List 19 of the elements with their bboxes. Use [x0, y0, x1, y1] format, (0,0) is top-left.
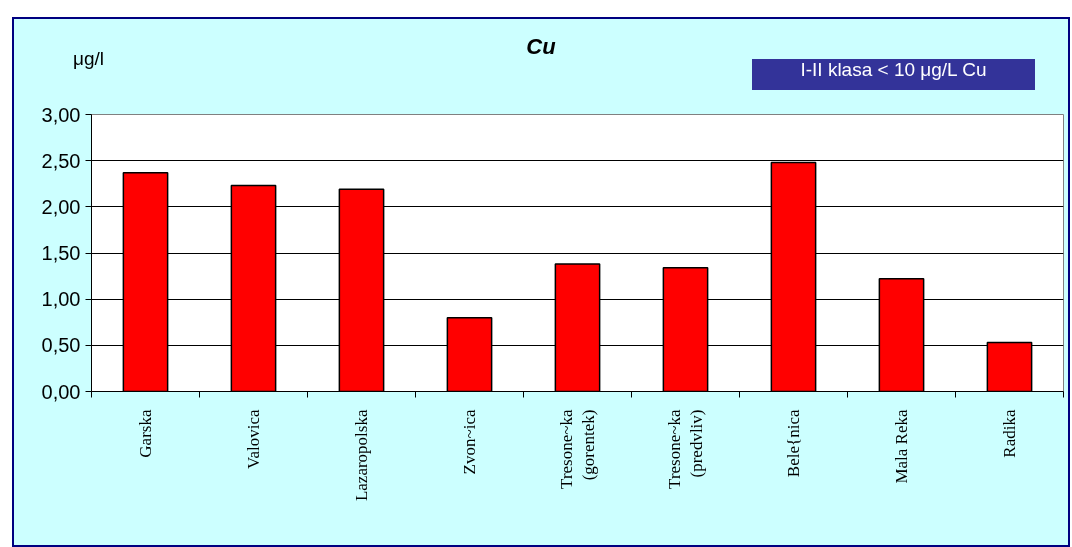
- y-tick-label: 0,50: [41, 334, 81, 357]
- x-tick-label: Valovica: [244, 409, 263, 469]
- text: I-II klasa < 10 μg/L Cu: [752, 59, 1035, 90]
- y-tick-label: 2,00: [41, 195, 81, 218]
- y-tick-label: 0,00: [41, 380, 81, 403]
- x-tick-label: Tresone~ka (predvliv): [664, 409, 707, 489]
- x-tick-label: Lazaropolska: [352, 409, 371, 502]
- x-tick-label: Mala Reka: [892, 409, 911, 484]
- y-axis-title: μg/l: [73, 48, 105, 70]
- x-tick-label: Bele{nica: [784, 409, 803, 478]
- x-tick-label: Garska: [136, 409, 155, 458]
- y-tick-label: 1,00: [41, 288, 81, 311]
- y-tick-label: 1,50: [41, 242, 81, 264]
- chart-title: Cu: [526, 34, 556, 59]
- x-tick-label: Radika: [1000, 409, 1019, 458]
- x-tick-label: Zvon~ica: [460, 409, 479, 475]
- y-tick-label: 2,50: [41, 149, 81, 172]
- x-tick-label: Tresone~ka (gorentek): [556, 409, 599, 489]
- y-tick-label: 3,00: [41, 103, 81, 126]
